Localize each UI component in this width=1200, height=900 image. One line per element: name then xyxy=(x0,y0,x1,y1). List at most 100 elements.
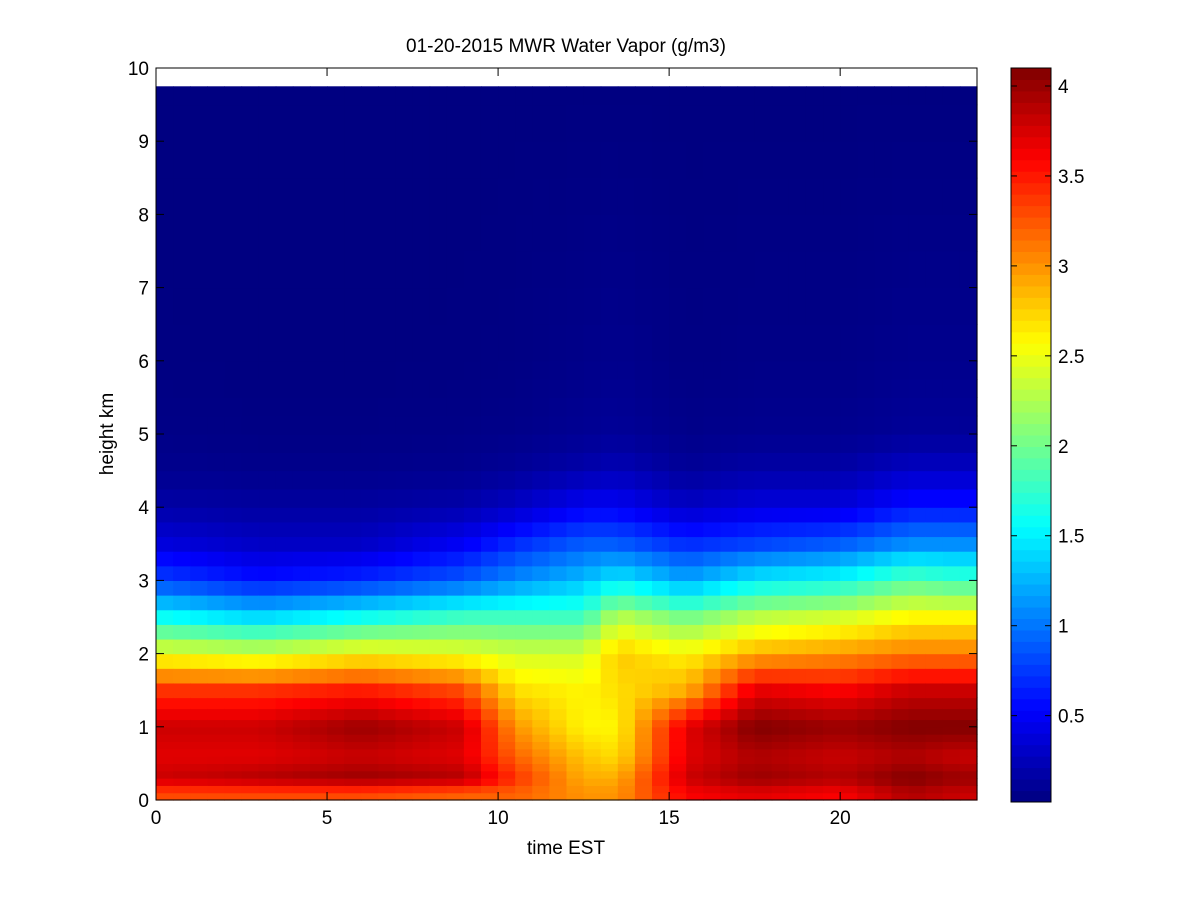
heatmap-cell xyxy=(190,756,208,764)
heatmap-cell xyxy=(686,697,704,710)
y-axis-label: height km xyxy=(97,393,118,475)
heatmap-cell xyxy=(737,324,756,362)
heatmap-cell xyxy=(532,177,550,215)
heatmap-cell xyxy=(429,488,448,508)
heatmap-cell xyxy=(549,214,568,252)
colorbar-band xyxy=(1011,182,1051,195)
heatmap-cell xyxy=(463,778,482,786)
heatmap-cell xyxy=(241,763,260,772)
heatmap-cell xyxy=(292,624,311,640)
heatmap-cell xyxy=(241,697,260,710)
heatmap-cell xyxy=(617,488,636,508)
heatmap-cell xyxy=(190,379,208,398)
heatmap-cell xyxy=(908,360,927,380)
heatmap-cell xyxy=(480,565,499,581)
heatmap-cell xyxy=(446,708,465,721)
heatmap-cell xyxy=(224,763,243,772)
heatmap-cell xyxy=(207,104,226,142)
heatmap-cell xyxy=(412,763,431,772)
heatmap-cell xyxy=(823,580,841,596)
heatmap-cell xyxy=(805,682,824,699)
heatmap-cell xyxy=(395,741,414,750)
heatmap-cell xyxy=(959,379,978,398)
heatmap-cell xyxy=(515,324,533,362)
heatmap-cell xyxy=(224,668,243,684)
heatmap-cell xyxy=(823,785,841,794)
heatmap-cell xyxy=(566,609,585,625)
heatmap-cell xyxy=(857,86,875,106)
heatmap-cell xyxy=(720,653,739,669)
heatmap-cell xyxy=(224,734,243,743)
heatmap-cell xyxy=(737,452,756,472)
heatmap-cell xyxy=(173,595,191,611)
heatmap-cell xyxy=(292,778,311,786)
heatmap-cell xyxy=(378,287,397,325)
heatmap-cell xyxy=(634,287,653,325)
heatmap-cell xyxy=(805,748,824,757)
heatmap-cell xyxy=(959,287,978,325)
heatmap-cell xyxy=(754,177,773,215)
colorbar-ticks: 0.511.522.533.54 xyxy=(1011,77,1084,728)
heatmap-cell xyxy=(549,536,568,552)
heatmap-cell xyxy=(344,785,362,794)
heatmap-cell xyxy=(463,507,482,523)
heatmap-cell xyxy=(309,434,328,453)
heatmap-cell xyxy=(258,521,277,538)
heatmap-cell xyxy=(617,324,636,362)
heatmap-cell xyxy=(566,104,585,142)
heatmap-cell xyxy=(925,770,944,779)
heatmap-cell xyxy=(241,565,260,581)
heatmap-cell xyxy=(874,763,893,772)
heatmap-cell xyxy=(823,141,841,179)
heatmap-cell xyxy=(788,653,807,669)
heatmap-cell xyxy=(857,778,875,786)
heatmap-cell xyxy=(429,668,448,684)
heatmap-cell xyxy=(549,734,568,743)
heatmap-cell xyxy=(446,177,465,215)
heatmap-cell xyxy=(617,287,636,325)
heatmap-cell xyxy=(395,551,414,567)
heatmap-cell xyxy=(344,397,362,417)
heatmap-cell xyxy=(309,792,328,801)
heatmap-cell xyxy=(241,653,260,669)
heatmap-cell xyxy=(566,452,585,472)
heatmap-cell xyxy=(686,470,704,490)
heatmap-cell xyxy=(412,653,431,669)
heatmap-cell xyxy=(805,708,824,721)
heatmap-cell xyxy=(190,397,208,417)
heatmap-cell xyxy=(361,551,379,567)
heatmap-cell xyxy=(805,719,824,728)
heatmap-cell xyxy=(549,565,568,581)
heatmap-cell xyxy=(549,748,568,757)
heatmap-cell xyxy=(942,452,961,472)
heatmap-cell xyxy=(788,748,807,757)
heatmap-cell xyxy=(378,638,397,655)
heatmap-cell xyxy=(292,287,311,325)
heatmap-cell xyxy=(378,697,397,710)
heatmap-cell xyxy=(173,415,191,435)
heatmap-cell xyxy=(429,785,448,794)
heatmap-cell xyxy=(771,763,790,772)
heatmap-cell xyxy=(498,507,516,523)
heatmap-cell xyxy=(446,251,465,289)
heatmap-cell xyxy=(532,653,550,669)
heatmap-cell xyxy=(292,708,311,721)
heatmap-cell xyxy=(224,551,243,567)
heatmap-cell xyxy=(703,379,722,398)
heatmap-cell xyxy=(241,638,260,655)
heatmap-cell xyxy=(395,770,414,779)
heatmap-cell xyxy=(942,734,961,743)
heatmap-cell xyxy=(292,415,311,435)
heatmap-cell xyxy=(309,379,328,398)
heatmap-cell xyxy=(583,434,602,453)
heatmap-cell xyxy=(634,778,653,786)
heatmap-cell xyxy=(737,653,756,669)
heatmap-cell xyxy=(925,521,944,538)
heatmap-cell xyxy=(583,748,602,757)
heatmap-cell xyxy=(634,214,653,252)
heatmap-cell xyxy=(395,488,414,508)
heatmap-cell xyxy=(566,580,585,596)
heatmap-cell xyxy=(959,104,978,142)
heatmap-cell xyxy=(840,360,858,380)
heatmap-cell xyxy=(874,668,893,684)
